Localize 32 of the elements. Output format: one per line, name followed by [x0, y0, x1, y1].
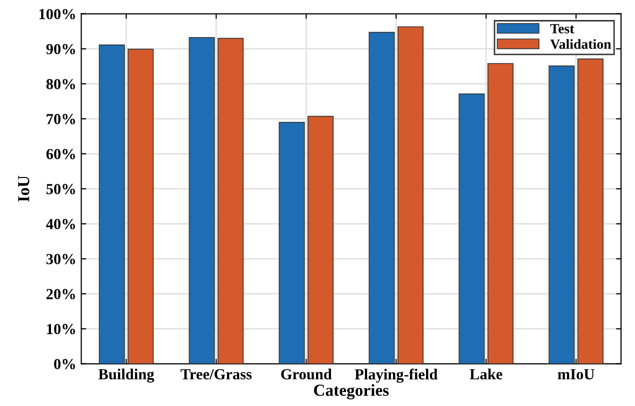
x-tick-label: Ground	[281, 368, 332, 380]
bar	[577, 58, 604, 364]
y-tick-label: 90%	[46, 44, 75, 54]
y-tick-label: 80%	[46, 78, 75, 90]
legend-label: Validation	[550, 39, 612, 49]
x-axis-title: Categories	[314, 384, 389, 400]
x-tick-label: Tree/Grass	[180, 369, 252, 380]
y-tick-label: 20%	[46, 288, 75, 300]
y-tick-label: 30%	[46, 254, 75, 264]
bar	[98, 44, 125, 364]
x-tick-label: Playing-field	[354, 368, 438, 383]
y-tick-label: 60%	[46, 148, 75, 160]
x-tick-label: mIoU	[558, 369, 594, 380]
legend-label: Test	[550, 24, 574, 34]
bar	[218, 38, 244, 364]
y-tick-label: 0%	[54, 358, 75, 370]
bar	[278, 122, 305, 364]
y-tick-label: 100%	[39, 8, 75, 20]
bar	[368, 32, 395, 364]
bar	[548, 66, 575, 364]
y-tick-label: 40%	[46, 218, 75, 230]
bar	[398, 26, 424, 364]
y-tick-label: 50%	[46, 184, 75, 194]
bar	[188, 37, 215, 364]
x-tick-label: Lake	[470, 368, 502, 380]
y-tick-label: 70%	[46, 114, 75, 124]
y-axis-title: IoU	[18, 176, 30, 202]
bar	[308, 116, 334, 364]
x-tick-label: Building	[98, 368, 154, 383]
bar	[458, 94, 485, 364]
y-tick-label: 10%	[47, 324, 75, 334]
bar	[128, 48, 154, 364]
